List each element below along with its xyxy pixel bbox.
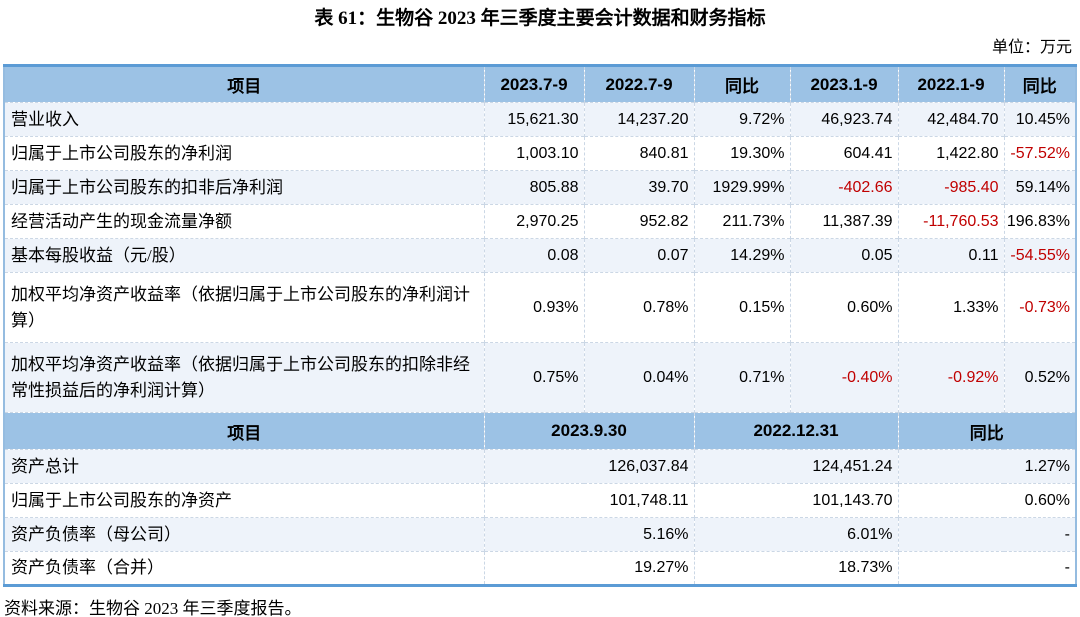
value-cell: -402.66 xyxy=(789,170,898,205)
value-cell: 0.04% xyxy=(583,342,694,413)
value-cell: 0.78% xyxy=(583,272,694,343)
column-header-2022-7-9: 2022.7-9 xyxy=(583,65,694,103)
value-cell: 101,143.70 xyxy=(693,483,898,518)
value-cell: 0.11 xyxy=(897,238,1004,273)
value-cell: 2,970.25 xyxy=(483,204,584,239)
table-row: 归属于上市公司股东的净资产 101,748.11 101,143.70 0.60% xyxy=(4,483,1076,518)
row-label: 资产负债率（母公司） xyxy=(4,517,484,552)
column-header-2022-1-9: 2022.1-9 xyxy=(897,65,1004,103)
column-header-yoy-ytd: 同比 xyxy=(1003,65,1076,103)
value-cell: 42,484.70 xyxy=(897,102,1004,137)
column-header-2023-9-30: 2023.9.30 xyxy=(483,412,694,450)
row-label: 归属于上市公司股东的净利润 xyxy=(4,136,484,171)
source-note: 资料来源：生物谷 2023 年三季度报告。 xyxy=(4,599,302,617)
column-header-item: 项目 xyxy=(227,77,262,96)
column-header-yoy-balance: 同比 xyxy=(897,412,1076,450)
column-header-2023-7-9: 2023.7-9 xyxy=(483,65,584,103)
row-label: 资产负债率（合并） xyxy=(4,551,484,586)
financial-indicators-table: 项目 2023.7-9 2022.7-9 同比 2023.1-9 2022.1-… xyxy=(3,64,1077,587)
column-header-2023-1-9: 2023.1-9 xyxy=(789,65,898,103)
value-cell: 0.07 xyxy=(583,238,694,273)
table-title: 表 61：生物谷 2023 年三季度主要会计数据和财务指标 xyxy=(314,8,766,29)
table-row: 归属于上市公司股东的扣非后净利润 805.88 39.70 1929.99% -402.… xyxy=(4,170,1076,205)
value-cell: 1,003.10 xyxy=(483,136,584,171)
value-cell: 39.70 xyxy=(583,170,694,205)
value-cell: 952.82 xyxy=(583,204,694,239)
value-cell: 0.71% xyxy=(693,342,790,413)
value-cell: 0.15% xyxy=(693,272,790,343)
balance-header-section: 项目 2023.9.30 2022.12.31 同比 xyxy=(4,412,1076,450)
value-cell: 0.60% xyxy=(789,272,898,343)
value-cell: 1.33% xyxy=(897,272,1004,343)
quarter-header-row: 项目 2023.7-9 2022.7-9 同比 2023.1-9 2022.1-… xyxy=(4,65,1076,103)
value-cell: 101,748.11 xyxy=(483,483,694,518)
table-row: 加权平均净资产收益率（依据归属于上市公司股东的净利润计算） 0.93% 0.78% 0… xyxy=(4,272,1076,343)
value-cell: 1.27% xyxy=(897,449,1076,484)
value-cell: 10.45% xyxy=(1003,102,1076,137)
value-cell: 14.29% xyxy=(693,238,790,273)
value-cell: - xyxy=(897,517,1076,552)
value-cell: 0.60% xyxy=(897,483,1076,518)
value-cell: 604.41 xyxy=(789,136,898,171)
value-cell: 59.14% xyxy=(1003,170,1076,205)
value-cell: 0.75% xyxy=(483,342,584,413)
value-cell: 1929.99% xyxy=(693,170,790,205)
value-cell: 5.16% xyxy=(483,517,694,552)
value-cell: 126,037.84 xyxy=(483,449,694,484)
row-label: 归属于上市公司股东的扣非后净利润 xyxy=(4,170,484,205)
value-cell: 19.30% xyxy=(693,136,790,171)
value-cell: 19.27% xyxy=(483,551,694,586)
value-cell: 46,923.74 xyxy=(789,102,898,137)
value-cell: 124,451.24 xyxy=(693,449,898,484)
value-cell: -985.40 xyxy=(897,170,1004,205)
table-row: 营业收入 15,621.30 14,237.20 9.72% 46,923.74 42,4… xyxy=(4,102,1076,137)
table-row: 归属于上市公司股东的净利润 1,003.10 840.81 19.30% 604.41 1… xyxy=(4,136,1076,171)
row-label: 营业收入 xyxy=(4,102,484,137)
value-cell: 0.93% xyxy=(483,272,584,343)
value-cell: -0.92% xyxy=(897,342,1004,413)
table-row: 加权平均净资产收益率（依据归属于上市公司股东的扣除非经常性损益后的净利润计算） 0… xyxy=(4,342,1076,413)
row-label: 经营活动产生的现金流量净额 xyxy=(4,204,484,239)
table-row: 资产总计 126,037.84 124,451.24 1.27% xyxy=(4,449,1076,484)
row-label: 归属于上市公司股东的净资产 xyxy=(4,483,484,518)
column-header-item-2: 项目 xyxy=(4,412,484,450)
table-row: 资产负债率（母公司） 5.16% 6.01% - xyxy=(4,517,1076,552)
value-cell: -11,760.53 xyxy=(897,204,1004,239)
column-header-2022-12-31: 2022.12.31 xyxy=(693,412,898,450)
row-label: 基本每股收益（元/股） xyxy=(4,238,484,273)
value-cell: 1,422.80 xyxy=(897,136,1004,171)
row-label: 加权平均净资产收益率（依据归属于上市公司股东的扣除非经常性损益后的净利润计算） xyxy=(4,342,484,413)
table-row: 经营活动产生的现金流量净额 2,970.25 952.82 211.73% 11,387… xyxy=(4,204,1076,239)
value-cell: -0.40% xyxy=(789,342,898,413)
value-cell: 14,237.20 xyxy=(583,102,694,137)
value-cell: -57.52% xyxy=(1003,136,1076,171)
quarter-section: 营业收入 15,621.30 14,237.20 9.72% 46,923.74 42,4… xyxy=(4,102,1076,413)
table-row: 资产负债率（合并） 19.27% 18.73% - xyxy=(4,551,1076,586)
value-cell: 0.05 xyxy=(789,238,898,273)
value-cell: -0.73% xyxy=(1003,272,1076,343)
table-row: 基本每股收益（元/股） 0.08 0.07 14.29% 0.05 0.11 -54.55% xyxy=(4,238,1076,273)
unit-label: 单位：万元 xyxy=(991,39,1072,56)
row-label: 加权平均净资产收益率（依据归属于上市公司股东的净利润计算） xyxy=(4,272,484,343)
value-cell: 15,621.30 xyxy=(483,102,584,137)
value-cell: 196.83% xyxy=(1003,204,1076,239)
value-cell: -54.55% xyxy=(1003,238,1076,273)
value-cell: 18.73% xyxy=(693,551,898,586)
balance-section: 资产总计 126,037.84 124,451.24 1.27% 归属于上市公司股东的净… xyxy=(4,449,1076,586)
balance-header-row: 项目 2023.9.30 2022.12.31 同比 xyxy=(4,412,1076,450)
value-cell: 0.08 xyxy=(483,238,584,273)
row-label: 资产总计 xyxy=(4,449,484,484)
column-header-yoy-q: 同比 xyxy=(693,65,790,103)
value-cell: 11,387.39 xyxy=(789,204,898,239)
value-cell: - xyxy=(897,551,1076,586)
value-cell: 840.81 xyxy=(583,136,694,171)
value-cell: 6.01% xyxy=(693,517,898,552)
value-cell: 0.52% xyxy=(1003,342,1076,413)
value-cell: 9.72% xyxy=(693,102,790,137)
value-cell: 805.88 xyxy=(483,170,584,205)
value-cell: 211.73% xyxy=(693,204,790,239)
